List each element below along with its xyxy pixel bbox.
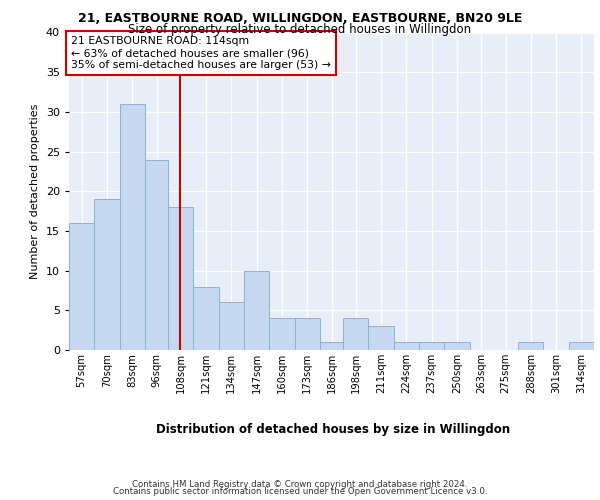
Bar <box>320 342 343 350</box>
Bar <box>193 286 219 350</box>
Y-axis label: Number of detached properties: Number of detached properties <box>30 104 40 279</box>
Bar <box>69 223 94 350</box>
Bar <box>269 318 295 350</box>
Bar <box>394 342 419 350</box>
Bar <box>119 104 145 350</box>
Bar <box>219 302 244 350</box>
Bar <box>94 199 119 350</box>
Text: Distribution of detached houses by size in Willingdon: Distribution of detached houses by size … <box>156 422 510 436</box>
Bar <box>569 342 594 350</box>
Bar <box>145 160 168 350</box>
Bar <box>444 342 470 350</box>
Bar <box>518 342 544 350</box>
Bar <box>343 318 368 350</box>
Bar <box>295 318 320 350</box>
Text: Contains public sector information licensed under the Open Government Licence v3: Contains public sector information licen… <box>113 488 487 496</box>
Text: 21 EASTBOURNE ROAD: 114sqm
← 63% of detached houses are smaller (96)
35% of semi: 21 EASTBOURNE ROAD: 114sqm ← 63% of deta… <box>71 36 331 70</box>
Bar <box>168 207 193 350</box>
Bar <box>244 270 269 350</box>
Text: Contains HM Land Registry data © Crown copyright and database right 2024.: Contains HM Land Registry data © Crown c… <box>132 480 468 489</box>
Bar <box>368 326 394 350</box>
Text: Size of property relative to detached houses in Willingdon: Size of property relative to detached ho… <box>128 22 472 36</box>
Bar <box>419 342 444 350</box>
Text: 21, EASTBOURNE ROAD, WILLINGDON, EASTBOURNE, BN20 9LE: 21, EASTBOURNE ROAD, WILLINGDON, EASTBOU… <box>78 12 522 24</box>
